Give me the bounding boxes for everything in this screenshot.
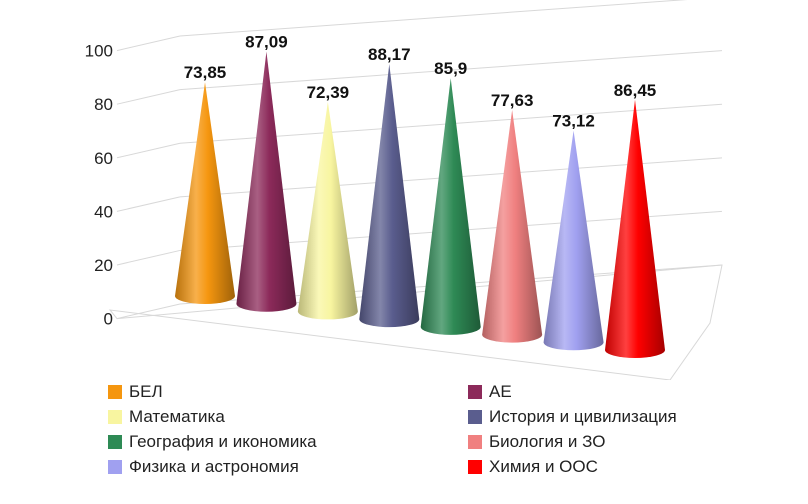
data-label-bel: 73,85	[184, 63, 227, 82]
cone-body	[543, 130, 604, 351]
cone-body	[359, 63, 420, 328]
legend-swatch	[108, 460, 122, 474]
cone-body	[175, 82, 235, 304]
data-label-biologiya: 77,63	[491, 91, 534, 110]
cone-series	[175, 51, 665, 359]
legend-item-ae: АЕ	[468, 381, 748, 403]
data-label-himiya: 86,45	[614, 81, 657, 100]
gridline	[116, 35, 181, 52]
cone-body	[482, 109, 543, 343]
y-tick-label: 20	[94, 256, 113, 275]
data-labels: 73,85 87,09 72,39 88,17 85,9 77,63 73,12…	[184, 33, 657, 131]
y-axis: 0 20 40 60 80 100	[85, 42, 113, 329]
legend-swatch	[468, 410, 482, 424]
cone-matematika	[297, 101, 358, 320]
gridline	[116, 303, 181, 320]
legend-item-himiya: Химия и ООС	[468, 456, 748, 478]
cone-geografiya	[420, 78, 481, 335]
cone-body	[297, 101, 358, 320]
legend-item-istoriya: История и цивилизация	[468, 406, 748, 428]
legend-label: Химия и ООС	[489, 457, 598, 476]
y-tick-label: 0	[104, 310, 113, 329]
cone-bel	[175, 82, 235, 304]
cone-istoriya	[359, 63, 420, 328]
gridline	[116, 142, 181, 159]
legend-swatch	[468, 435, 482, 449]
gridline	[116, 89, 181, 105]
legend-swatch	[108, 410, 122, 424]
legend-swatch	[108, 435, 122, 449]
cone-body	[420, 78, 481, 335]
legend-item-matematika: Математика	[108, 406, 468, 428]
legend-label: Биология и ЗО	[489, 432, 606, 451]
gridline	[179, 50, 723, 91]
cone-fizika	[543, 130, 604, 351]
legend-swatch	[108, 385, 122, 399]
legend-label: Физика и астрономия	[129, 457, 299, 476]
cone-body	[236, 51, 297, 312]
cone-himiya	[605, 99, 665, 359]
gridline	[116, 196, 181, 212]
legend-item-bel: БЕЛ	[108, 381, 468, 403]
y-tick-label: 80	[94, 95, 113, 114]
legend-label: География и икономика	[129, 432, 317, 451]
chart-legend: БЕЛ АЕ Математика История и цивилизация …	[108, 381, 748, 478]
legend-label: Математика	[129, 407, 225, 426]
gridline	[179, 0, 688, 37]
legend-item-biologiya: Биология и ЗО	[468, 431, 748, 453]
data-label-istoriya: 88,17	[368, 45, 411, 64]
cone-chart: 0 20 40 60 80 100 73,85 87,09 72,39 88,1…	[85, 0, 723, 380]
data-label-matematika: 72,39	[307, 83, 350, 102]
legend-swatch	[468, 460, 482, 474]
y-tick-label: 100	[85, 42, 113, 61]
cone-body	[605, 99, 665, 359]
legend-label: БЕЛ	[129, 382, 163, 401]
legend-label: АЕ	[489, 382, 512, 401]
gridline	[116, 249, 181, 266]
legend-label: История и цивилизация	[489, 407, 677, 426]
y-tick-label: 40	[94, 202, 113, 221]
legend-item-geografiya: География и икономика	[108, 431, 468, 453]
data-label-geografiya: 85,9	[434, 59, 467, 78]
data-label-ae: 87,09	[245, 33, 288, 52]
y-tick-label: 60	[94, 149, 113, 168]
cone-biologiya	[482, 109, 543, 343]
data-label-fizika: 73,12	[552, 112, 595, 131]
legend-swatch	[468, 385, 482, 399]
cone-ae	[236, 51, 297, 312]
legend-item-fizika: Физика и астрономия	[108, 456, 468, 478]
